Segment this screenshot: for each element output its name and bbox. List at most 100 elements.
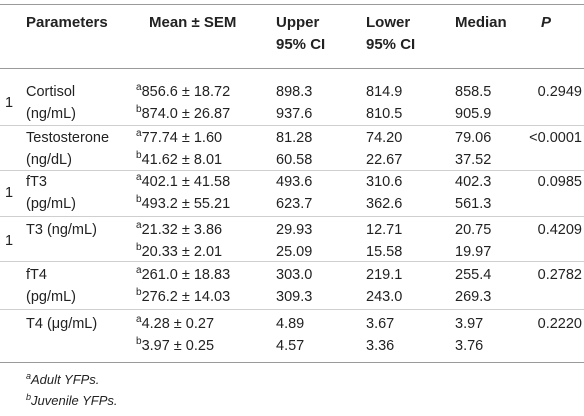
- group-superscript: b: [136, 194, 142, 205]
- parameter-unit: (pg/mL): [26, 289, 76, 305]
- median-juvenile: 269.3: [455, 289, 492, 305]
- group-superscript: a: [136, 82, 142, 93]
- lower-ci-juvenile: 22.67: [366, 152, 403, 168]
- upper-ci-adult: 4.89: [276, 316, 305, 332]
- header-mean-sem: Mean ± SEM: [149, 14, 237, 31]
- mean-sem-adult: a261.0 ± 18.83: [136, 265, 230, 287]
- group-superscript: b: [136, 242, 142, 253]
- mean-sem-value: 402.1 ± 41.58: [141, 174, 231, 190]
- row-divider: [0, 125, 584, 126]
- p-value: <0.0001: [529, 130, 582, 146]
- lower-ci-juvenile: 15.58: [366, 244, 403, 260]
- header-p-value: P: [541, 14, 552, 31]
- mean-sem-value: 41.62 ± 8.01: [141, 152, 223, 168]
- row-divider: [0, 261, 584, 262]
- group-superscript: b: [136, 287, 142, 298]
- p-value: 0.2782: [537, 267, 582, 283]
- margin-line-number: 1: [5, 185, 14, 201]
- p-value: 0.2949: [537, 84, 582, 100]
- header-upper-ci-line2: 95% CI: [276, 36, 326, 53]
- lower-ci-adult: 12.71: [366, 222, 403, 238]
- margin-line-number: 1: [5, 233, 14, 249]
- median-juvenile: 561.3: [455, 196, 492, 212]
- parameter-unit: (pg/mL): [26, 196, 76, 212]
- mean-sem-value: 856.6 ± 18.72: [141, 84, 231, 100]
- group-superscript: a: [136, 265, 142, 276]
- group-superscript: b: [136, 336, 142, 347]
- footnote-text: Adult YFPs.: [31, 372, 100, 387]
- mean-sem-juvenile: b874.0 ± 26.87: [136, 104, 230, 126]
- group-superscript: a: [136, 128, 142, 139]
- upper-ci-juvenile: 60.58: [276, 152, 313, 168]
- median-juvenile: 37.52: [455, 152, 492, 168]
- lower-ci-juvenile: 3.36: [366, 338, 395, 354]
- mean-sem-adult: a4.28 ± 0.27: [136, 314, 214, 336]
- row-divider: [0, 309, 584, 310]
- mean-sem-adult: a77.74 ± 1.60: [136, 128, 222, 150]
- parameter-name: Testosterone: [26, 130, 110, 146]
- mean-sem-adult: a21.32 ± 3.86: [136, 220, 222, 242]
- mean-sem-juvenile: b493.2 ± 55.21: [136, 194, 230, 216]
- median-juvenile: 19.97: [455, 244, 492, 260]
- header-median: Median: [455, 14, 507, 31]
- group-superscript: a: [136, 314, 142, 325]
- median-adult: 402.3: [455, 174, 492, 190]
- mean-sem-value: 493.2 ± 55.21: [141, 196, 231, 212]
- parameter-name: Cortisol: [26, 84, 76, 100]
- upper-ci-juvenile: 25.09: [276, 244, 313, 260]
- header-lower-ci-line1: Lower: [366, 14, 411, 31]
- upper-ci-adult: 493.6: [276, 174, 313, 190]
- footnote-text: Juvenile YFPs.: [31, 393, 118, 408]
- header-upper-ci-line1: Upper: [276, 14, 320, 31]
- mean-sem-juvenile: b3.97 ± 0.25: [136, 336, 214, 358]
- median-adult: 858.5: [455, 84, 492, 100]
- median-adult: 255.4: [455, 267, 492, 283]
- table-header-rule: [0, 68, 584, 69]
- mean-sem-value: 276.2 ± 14.03: [141, 289, 231, 305]
- upper-ci-adult: 29.93: [276, 222, 313, 238]
- upper-ci-juvenile: 4.57: [276, 338, 305, 354]
- lower-ci-adult: 219.1: [366, 267, 403, 283]
- parameter-unit: (ng/mL): [26, 106, 76, 122]
- parameter-name: fT3: [26, 174, 47, 190]
- table-footnote: aAdult YFPs.: [26, 371, 99, 390]
- median-juvenile: 905.9: [455, 106, 492, 122]
- table-footnote: bJuvenile YFPs.: [26, 392, 117, 411]
- mean-sem-juvenile: b20.33 ± 2.01: [136, 242, 222, 264]
- margin-line-number: 1: [5, 95, 14, 111]
- upper-ci-adult: 303.0: [276, 267, 313, 283]
- mean-sem-value: 874.0 ± 26.87: [141, 106, 231, 122]
- mean-sem-value: 21.32 ± 3.86: [141, 222, 223, 238]
- parameter-name: T4 (μg/mL): [26, 316, 98, 332]
- lower-ci-juvenile: 810.5: [366, 106, 403, 122]
- p-value: 0.0985: [537, 174, 582, 190]
- parameter-unit: (ng/dL): [26, 152, 72, 168]
- mean-sem-juvenile: b276.2 ± 14.03: [136, 287, 230, 309]
- table-bottom-rule: [0, 362, 584, 363]
- lower-ci-adult: 3.67: [366, 316, 395, 332]
- mean-sem-adult: a402.1 ± 41.58: [136, 172, 230, 194]
- mean-sem-value: 261.0 ± 18.83: [141, 267, 231, 283]
- parameter-name: fT4: [26, 267, 47, 283]
- median-adult: 79.06: [455, 130, 492, 146]
- upper-ci-juvenile: 623.7: [276, 196, 313, 212]
- table-top-rule: [0, 4, 584, 5]
- p-value: 0.2220: [537, 316, 582, 332]
- group-superscript: a: [136, 172, 142, 183]
- lower-ci-juvenile: 362.6: [366, 196, 403, 212]
- parameter-name: T3 (ng/mL): [26, 222, 97, 238]
- mean-sem-value: 77.74 ± 1.60: [141, 130, 223, 146]
- median-juvenile: 3.76: [455, 338, 484, 354]
- mean-sem-value: 20.33 ± 2.01: [141, 244, 223, 260]
- p-value: 0.4209: [537, 222, 582, 238]
- mean-sem-juvenile: b41.62 ± 8.01: [136, 150, 222, 172]
- group-superscript: b: [136, 104, 142, 115]
- upper-ci-adult: 81.28: [276, 130, 313, 146]
- footnote-marker: a: [26, 371, 32, 381]
- row-divider: [0, 216, 584, 217]
- group-superscript: b: [136, 150, 142, 161]
- header-lower-ci-line2: 95% CI: [366, 36, 416, 53]
- median-adult: 3.97: [455, 316, 484, 332]
- median-adult: 20.75: [455, 222, 492, 238]
- mean-sem-value: 3.97 ± 0.25: [141, 338, 215, 354]
